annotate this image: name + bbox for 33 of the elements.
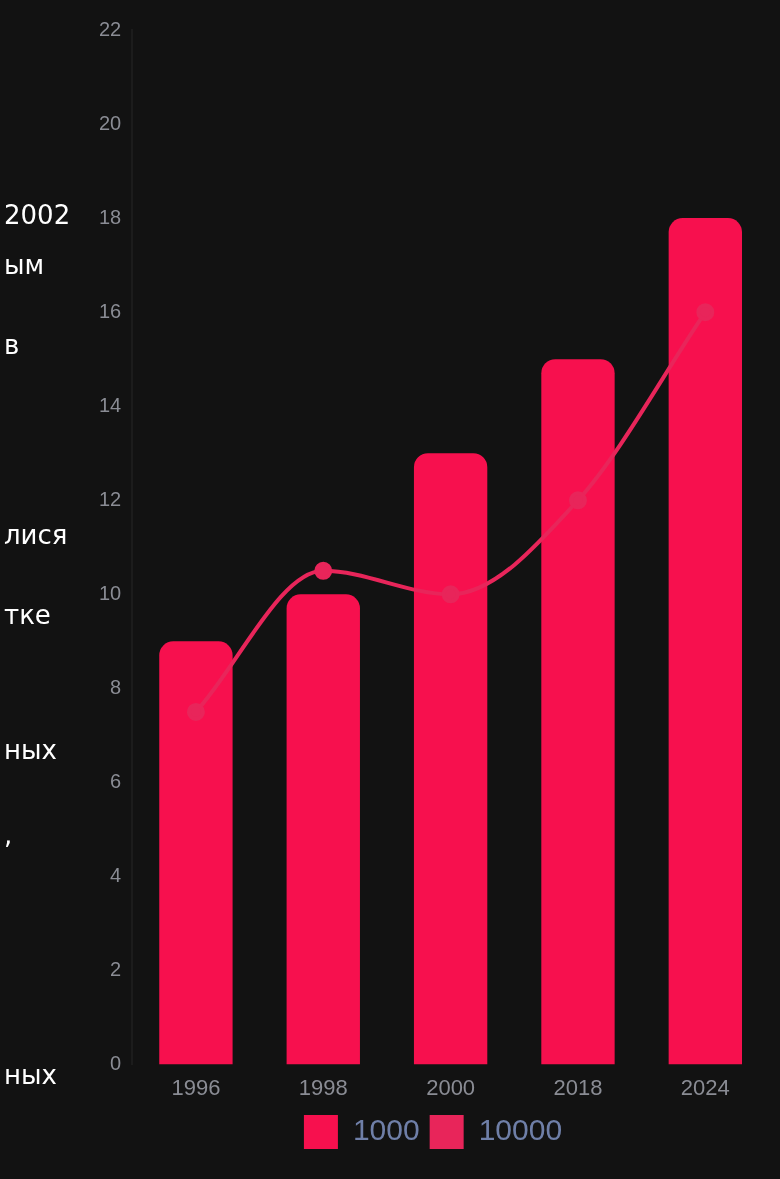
bar bbox=[668, 218, 742, 1065]
bar bbox=[413, 453, 488, 1065]
bar bbox=[286, 594, 360, 1065]
text: 2002 bbox=[4, 200, 71, 230]
y-tick-label: 22 bbox=[99, 17, 122, 40]
text: ым bbox=[4, 250, 45, 280]
y-tick-label: 20 bbox=[99, 111, 122, 134]
bar bbox=[541, 359, 615, 1065]
text: ных bbox=[4, 735, 57, 765]
text: , bbox=[4, 820, 13, 850]
bar bbox=[159, 641, 233, 1065]
text: лися bbox=[4, 520, 68, 550]
x-tick-label: 2018 bbox=[553, 1074, 603, 1100]
y-tick-label: 16 bbox=[99, 299, 122, 322]
x-tick-label: 2024 bbox=[680, 1074, 730, 1100]
y-tick-label: 4 bbox=[110, 864, 122, 887]
y-tick-label: 12 bbox=[99, 487, 122, 510]
x-tick-label: 1998 bbox=[298, 1074, 348, 1100]
point bbox=[314, 561, 333, 580]
text: ных bbox=[4, 1060, 57, 1090]
y-tick-label: 14 bbox=[99, 393, 122, 416]
text: в bbox=[4, 330, 20, 360]
legend-label: 1000 bbox=[352, 1113, 420, 1147]
y-tick-label: 0 bbox=[110, 1052, 122, 1075]
x-tick-label: 2000 bbox=[426, 1074, 476, 1100]
x-tick-label: 1996 bbox=[171, 1074, 221, 1100]
y-tick-label: 8 bbox=[110, 675, 122, 698]
y-tick-label: 2 bbox=[110, 958, 122, 981]
legend-label: 10000 bbox=[478, 1113, 563, 1147]
y-tick-label: 18 bbox=[99, 205, 122, 228]
y-tick-label: 6 bbox=[110, 769, 122, 792]
text: тке bbox=[4, 600, 51, 630]
y-tick-label: 10 bbox=[99, 581, 122, 604]
